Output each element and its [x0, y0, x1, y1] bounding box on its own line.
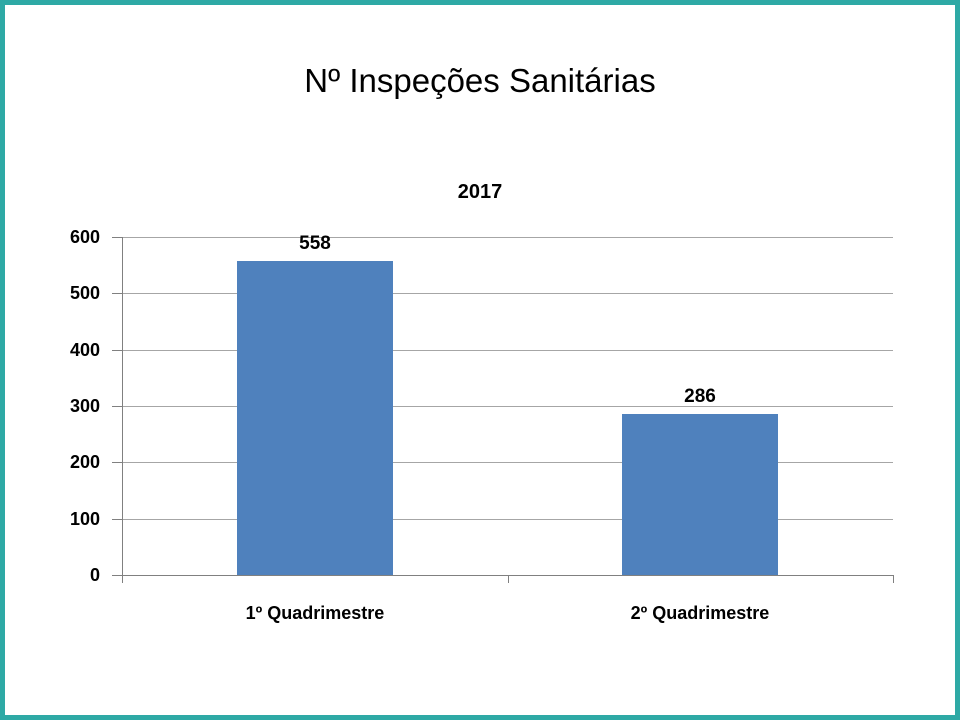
y-axis-line [122, 237, 123, 575]
y-axis-tick [112, 293, 122, 294]
bar-2 [622, 414, 778, 575]
y-axis-tick-label: 100 [69, 509, 100, 529]
chart-title: 2017 [457, 181, 503, 203]
y-axis-tick [112, 406, 122, 407]
y-axis-tick-label: 300 [69, 396, 100, 416]
x-axis-tick [893, 575, 894, 583]
bar-1 [237, 261, 393, 575]
y-axis-tick-label: 600 [69, 227, 100, 247]
gridline [122, 462, 893, 463]
gridline [122, 237, 893, 238]
x-axis-tick [508, 575, 509, 583]
y-axis-tick [112, 462, 122, 463]
y-axis-tick [112, 350, 122, 351]
y-axis-tick-label: 500 [69, 283, 100, 303]
y-axis-tick-label: 200 [69, 452, 100, 472]
bar-data-label: 286 [684, 386, 716, 407]
y-axis-tick-label: 400 [69, 340, 100, 360]
gridline [122, 350, 893, 351]
x-axis-baseline [122, 575, 893, 576]
bar-data-label: 558 [299, 233, 331, 254]
x-axis-category-label: 1º Quadrimestre [245, 603, 385, 623]
y-axis-tick-label: 0 [89, 565, 100, 585]
x-axis-category-label: 2º Quadrimestre [630, 603, 770, 623]
gridline [122, 293, 893, 294]
gridline [122, 406, 893, 407]
page-title: Nº Inspeções Sanitárias [304, 62, 656, 99]
x-axis-tick [122, 575, 123, 583]
y-axis-tick [112, 237, 122, 238]
gridline [122, 519, 893, 520]
y-axis-tick [112, 519, 122, 520]
y-axis-tick [112, 575, 122, 576]
